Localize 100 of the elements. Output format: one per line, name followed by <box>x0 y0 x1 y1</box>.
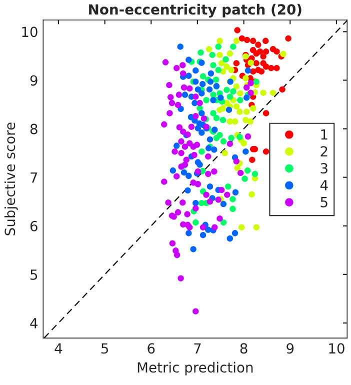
point <box>226 118 234 125</box>
point <box>253 50 260 57</box>
legend-label: 2 <box>320 146 328 156</box>
point <box>248 191 255 198</box>
point <box>260 90 266 96</box>
point <box>210 62 216 68</box>
point <box>249 156 256 163</box>
point <box>274 64 280 72</box>
point <box>244 36 250 44</box>
point <box>250 38 256 44</box>
point <box>232 118 238 125</box>
point <box>233 103 240 110</box>
point <box>248 60 254 66</box>
point <box>233 83 240 90</box>
legend-label: 1 <box>321 129 328 140</box>
point <box>258 68 265 75</box>
point <box>233 38 240 44</box>
point <box>260 53 266 60</box>
point <box>238 224 245 230</box>
point <box>255 42 262 48</box>
point <box>222 56 229 62</box>
point <box>216 38 223 44</box>
point <box>213 134 220 142</box>
point <box>228 134 234 142</box>
point <box>198 49 204 56</box>
x-tick-label: 4 <box>54 343 62 354</box>
point <box>216 106 223 113</box>
x-tick-label: 7 <box>194 343 201 354</box>
point <box>230 206 236 212</box>
point <box>238 35 246 42</box>
x-tick-label: 9 <box>286 343 294 354</box>
point <box>280 50 286 58</box>
y-tick-label: 10 <box>22 26 38 38</box>
y-tick-label: 5 <box>30 270 38 280</box>
point <box>243 108 250 115</box>
point <box>253 60 260 66</box>
point <box>274 48 280 55</box>
y-axis-title: Subjective score <box>4 122 18 236</box>
point <box>262 110 270 116</box>
point <box>224 183 232 190</box>
x-axis-title: Metric prediction <box>138 362 253 376</box>
point <box>252 170 258 178</box>
point <box>262 64 270 70</box>
point <box>212 76 220 83</box>
point <box>244 167 251 174</box>
point <box>236 90 244 96</box>
point <box>285 35 292 42</box>
point <box>224 86 230 94</box>
point <box>236 108 243 115</box>
point <box>247 118 254 125</box>
point <box>220 219 227 226</box>
point <box>268 64 274 72</box>
legend-label: 5 <box>320 197 328 208</box>
y-tick-label: 8 <box>30 124 38 134</box>
point <box>230 44 236 50</box>
x-tick-label: 6 <box>148 343 155 354</box>
point <box>215 44 222 50</box>
point <box>192 219 199 226</box>
point <box>228 66 234 74</box>
point <box>222 150 228 156</box>
y-tick-label: 7 <box>30 172 38 183</box>
point <box>200 73 206 80</box>
point <box>216 52 223 58</box>
point <box>262 148 270 155</box>
x-tick-label: 8 <box>240 343 248 354</box>
point <box>210 92 216 98</box>
point <box>226 50 234 57</box>
point <box>240 140 247 146</box>
point <box>215 66 222 74</box>
point <box>213 114 220 122</box>
point <box>236 134 243 140</box>
point <box>224 64 230 70</box>
point <box>253 224 260 230</box>
point <box>198 148 205 155</box>
x-tick-label: 10 <box>329 343 344 354</box>
point <box>220 116 226 124</box>
point <box>250 105 256 112</box>
point <box>210 110 216 116</box>
point <box>203 97 210 104</box>
point <box>209 52 216 58</box>
point <box>262 48 270 55</box>
point <box>279 86 286 93</box>
point <box>226 94 234 100</box>
point <box>236 97 244 104</box>
legend-label: 4 <box>320 180 328 190</box>
point <box>206 46 212 52</box>
y-tick-label: 6 <box>30 220 38 232</box>
x-tick-label: 5 <box>101 343 108 354</box>
point <box>270 90 276 96</box>
point <box>242 75 249 82</box>
chart-title: Non-eccentricity patch (20) <box>89 4 302 18</box>
legend-label: 3 <box>320 163 328 174</box>
point <box>233 60 240 66</box>
point <box>230 88 236 94</box>
point <box>220 138 227 145</box>
point <box>234 27 240 34</box>
y-tick-label: 9 <box>30 75 38 86</box>
point <box>234 164 240 172</box>
point <box>230 196 236 202</box>
y-tick-label: 4 <box>30 318 38 328</box>
